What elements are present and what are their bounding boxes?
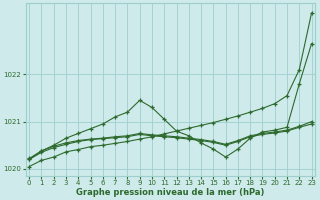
X-axis label: Graphe pression niveau de la mer (hPa): Graphe pression niveau de la mer (hPa): [76, 188, 265, 197]
